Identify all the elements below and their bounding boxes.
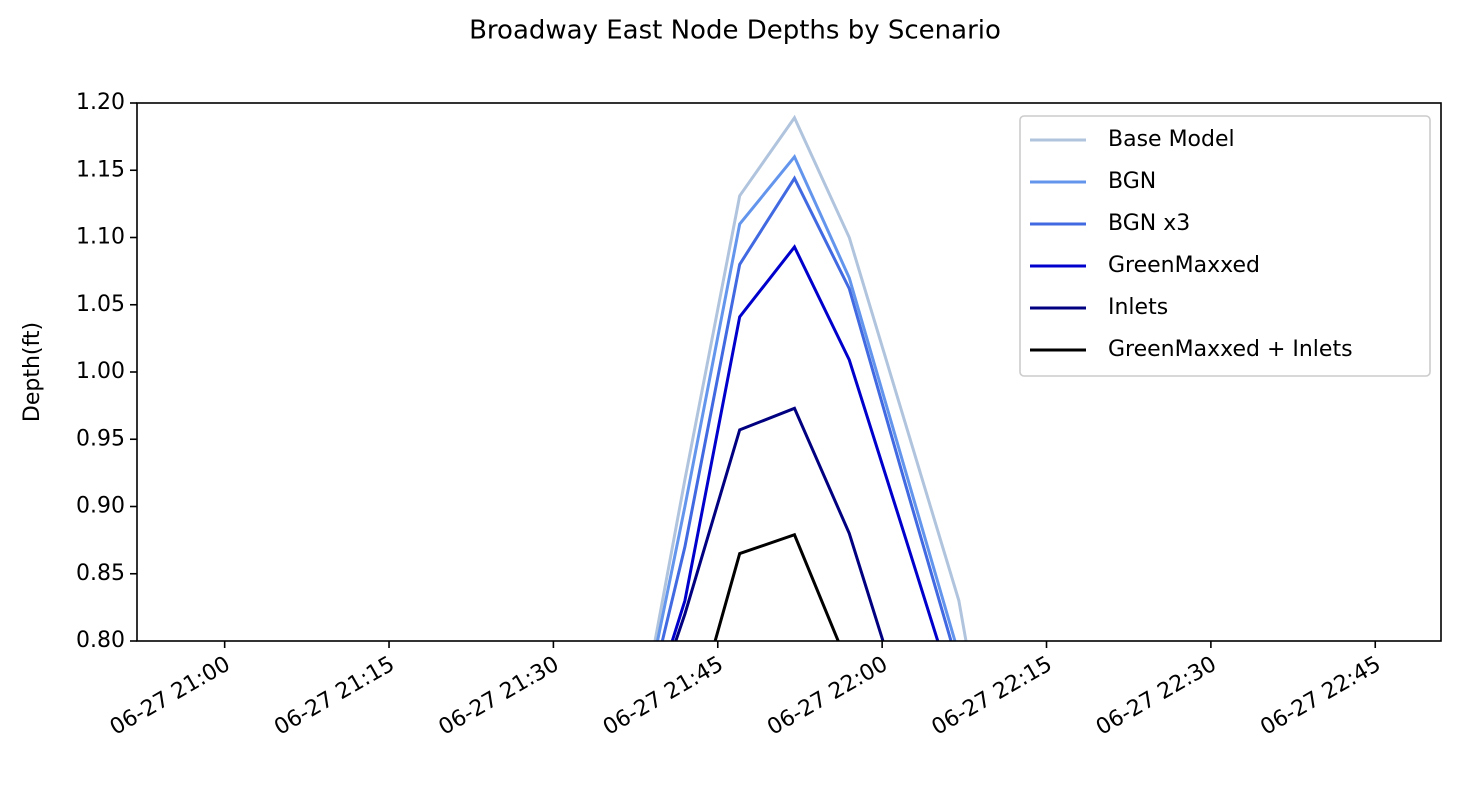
y-axis-label: Depth(ft) [20,322,45,422]
series-line [670,244,940,641]
series-line [655,153,957,641]
x-tick-label: 06-27 22:30 [1092,652,1221,741]
legend-label: BGN [1108,169,1156,194]
y-tick-label: 0.85 [76,561,125,586]
legend-box [1019,115,1431,377]
y-tick-label: 1.10 [76,225,125,250]
series-line [674,406,885,641]
x-tick-label: 06-27 21:00 [106,652,235,741]
x-tick-label: 06-27 21:45 [599,652,728,741]
y-tick-label: 1.00 [76,359,125,384]
y-tick-label: 1.15 [76,157,125,182]
x-tick-label: 06-27 21:15 [270,652,399,741]
x-tick-label: 06-27 22:00 [763,652,892,741]
series-line [713,532,840,641]
x-tick-label: 06-27 22:45 [1256,652,1385,741]
y-tick-label: 0.90 [76,494,125,519]
y-tick-label: 1.20 [76,90,125,115]
x-tick-label: 06-27 22:15 [928,652,1057,741]
y-tick-label: 0.80 [76,628,125,653]
x-tick-label: 06-27 21:30 [435,652,564,741]
plot-lines [653,114,968,641]
legend-label: GreenMaxxed + Inlets [1108,337,1353,362]
series-line [660,175,953,641]
legend-label: GreenMaxxed [1108,253,1260,278]
y-tick-label: 1.05 [76,292,125,317]
legend-label: Base Model [1108,127,1235,152]
series-line [653,114,968,641]
legend-label: BGN x3 [1108,211,1190,236]
y-tick-label: 0.95 [76,426,125,451]
legend-label: Inlets [1108,295,1168,320]
chart-title: Broadway East Node Depths by Scenario [469,16,1001,46]
